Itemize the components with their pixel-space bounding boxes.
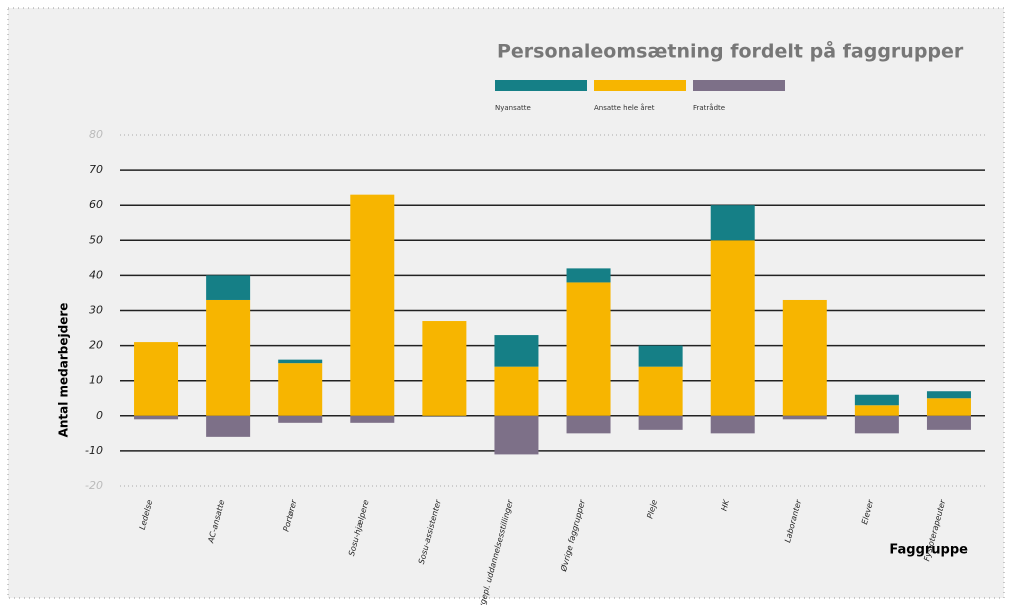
bar-segment [926,398,971,416]
bar-segment [854,394,899,406]
bar-segment [710,415,755,434]
bar-segment [278,359,323,364]
bar-segment [566,268,611,283]
y-tick-label: -20 [85,479,103,492]
bar-segment [494,415,539,455]
bar-segment [350,415,395,423]
y-tick-label: 50 [89,233,103,246]
chart-title: Personaleomsætning fordelt på faggrupper [497,39,964,63]
legend-label: Fratrådte [693,103,725,112]
bar-segment [278,415,323,423]
bar-segment [206,275,251,300]
bar-segment [494,366,539,416]
legend-label: Ansatte hele året [594,103,655,112]
bar-segment [782,415,827,420]
y-axis-label: Antal medarbejdere [57,303,71,438]
y-tick-label: 40 [89,268,103,281]
bar-segment [566,282,611,416]
y-tick-label: 0 [96,409,103,422]
bar-segment [566,415,611,434]
bar-segment [494,335,539,367]
bar-segment [926,391,971,399]
bar-segment [782,299,827,416]
x-axis-label: Faggruppe [889,543,968,558]
bar-segment [422,321,467,416]
bar-segment [206,299,251,416]
legend-label: Nyansatte [495,104,531,112]
bar-segment [854,405,899,416]
bar-segment [854,415,899,434]
legend-swatch [495,80,587,91]
chart-background [7,7,1005,599]
bar-segment [710,205,755,241]
y-tick-label: 30 [89,304,103,317]
y-tick-label: -10 [85,444,103,457]
y-tick-label: 20 [89,339,103,352]
bar-segment [926,415,971,430]
legend-swatch [693,80,785,91]
bar-segment [278,363,323,416]
bar-segment [134,342,179,416]
y-tick-label: 80 [89,128,103,141]
bar-segment [638,366,683,416]
bar-segment [134,415,179,420]
y-tick-label: 10 [89,374,103,387]
y-tick-label: 70 [89,163,103,176]
y-tick-label: 60 [89,198,103,211]
bar-segment [638,345,683,367]
bar-segment [206,415,251,437]
bar-segment [710,240,755,416]
legend-swatch [594,80,686,91]
x-tick-label: HK [719,498,731,512]
bar-segment [350,194,395,416]
bar-segment [638,415,683,430]
